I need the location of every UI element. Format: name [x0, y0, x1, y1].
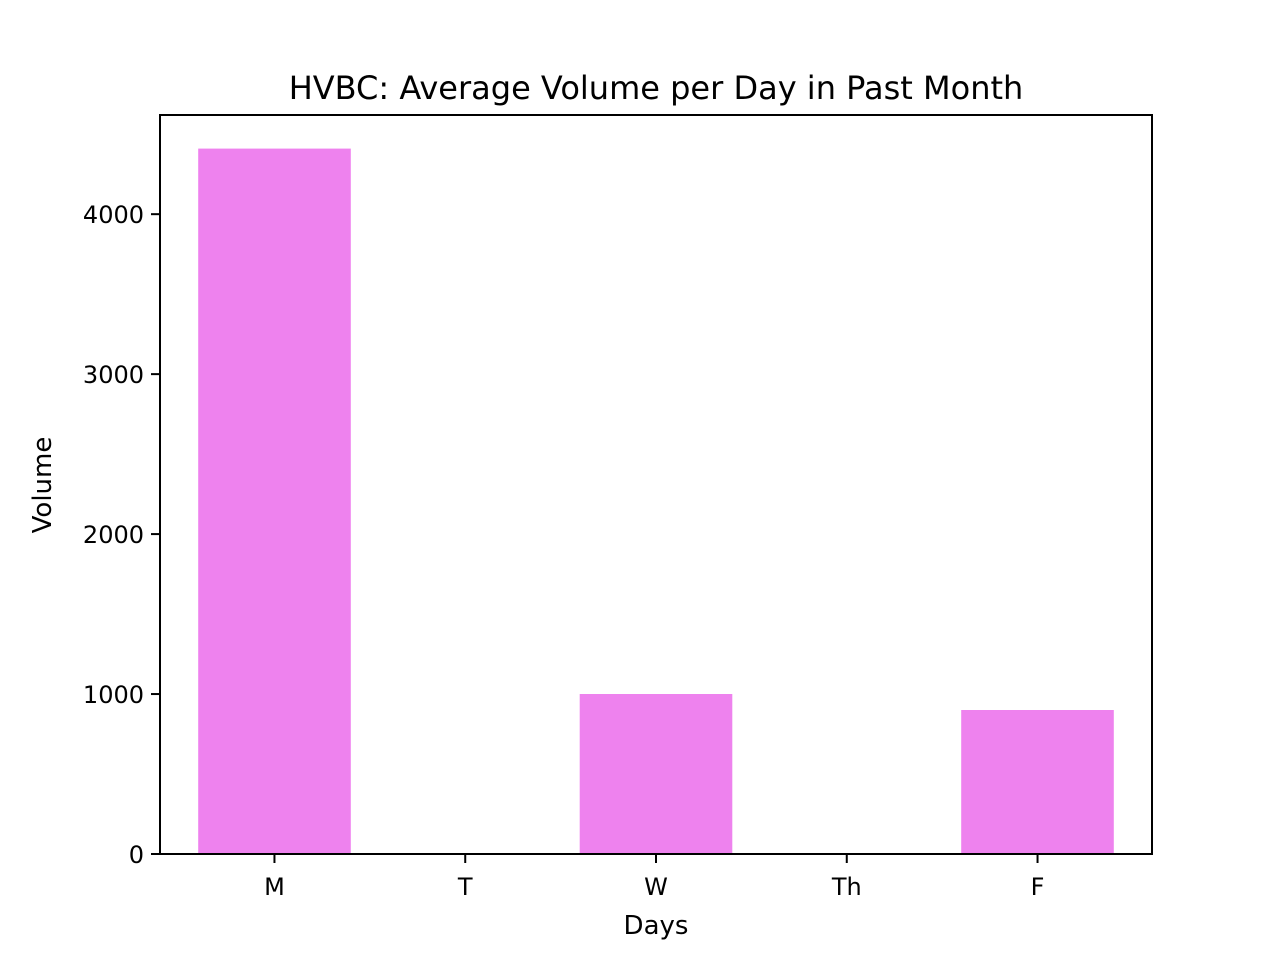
y-tick-label: 1000: [83, 681, 144, 709]
x-tick-label: F: [1031, 873, 1045, 901]
y-axis-label: Volume: [28, 437, 58, 534]
bar-F: [961, 710, 1114, 854]
bar-M: [198, 148, 351, 855]
chart-title: HVBC: Average Volume per Day in Past Mon…: [289, 69, 1024, 107]
x-axis: M T W Th F: [264, 854, 1044, 901]
x-tick-label: Th: [831, 873, 862, 901]
y-axis: 0 1000 2000 3000 4000: [83, 201, 160, 869]
y-tick-label: 0: [129, 841, 144, 869]
x-tick-label: W: [644, 873, 668, 901]
y-tick-label: 2000: [83, 521, 144, 549]
y-tick-label: 3000: [83, 361, 144, 389]
y-tick-label: 4000: [83, 201, 144, 229]
bars-layer: [198, 148, 1114, 855]
bar-W: [579, 694, 733, 854]
x-axis-label: Days: [624, 911, 689, 941]
x-tick-label: T: [457, 873, 473, 901]
x-tick-label: M: [264, 873, 285, 901]
